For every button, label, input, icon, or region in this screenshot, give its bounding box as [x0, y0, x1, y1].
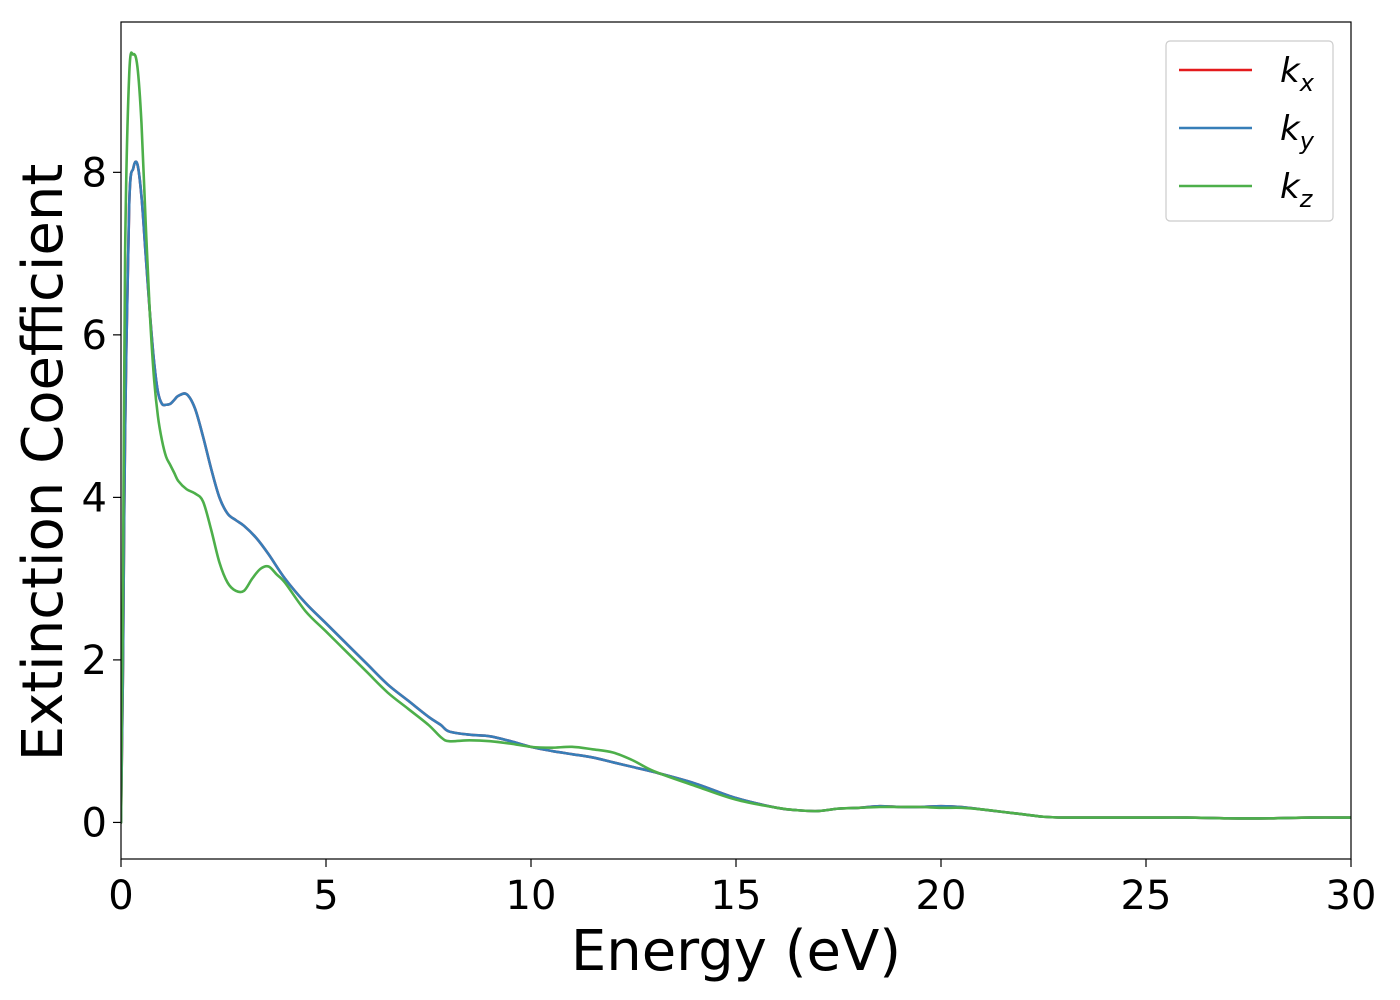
- legend-box: [1165, 40, 1334, 222]
- legend-entry-y: ky: [1179, 109, 1315, 155]
- x-tick-label: 5: [313, 873, 338, 919]
- x-axis-title: Energy (eV): [571, 919, 901, 984]
- y-axis-ticks: 0 2 4 6 8: [82, 150, 121, 846]
- y-tick-label: 4: [82, 475, 107, 521]
- legend-label-sub: x: [1299, 69, 1315, 97]
- x-axis-ticks: 0 5 10 15 20 25 30: [108, 859, 1376, 919]
- y-tick-label: 2: [82, 638, 107, 684]
- y-axis-title: Extinction Coefficient: [11, 164, 76, 762]
- x-tick-label: 10: [506, 873, 557, 919]
- legend-label-main: k: [1280, 51, 1301, 91]
- y-tick-label: 8: [82, 150, 107, 196]
- x-tick-label: 0: [108, 873, 133, 919]
- y-tick-label: 6: [82, 313, 107, 359]
- legend-label-main: k: [1280, 167, 1301, 207]
- plot-background: [121, 22, 1351, 859]
- series-line-z: [121, 51, 1351, 824]
- x-tick-label: 20: [916, 873, 967, 919]
- x-tick-label: 30: [1326, 873, 1377, 919]
- legend-label-y: ky: [1280, 109, 1315, 155]
- legend-label-main: k: [1280, 109, 1301, 149]
- legend-label-sub: z: [1299, 185, 1314, 213]
- legend-entry-x: kx: [1179, 51, 1315, 97]
- plot-area: [120, 21, 1352, 860]
- series-layer: [121, 51, 1351, 824]
- legend-label-sub: y: [1299, 127, 1315, 155]
- y-tick-label: 0: [82, 800, 107, 846]
- x-tick-label: 25: [1121, 873, 1172, 919]
- legend-label-z: kz: [1280, 167, 1314, 213]
- legend-entry-z: kz: [1179, 167, 1314, 213]
- x-tick-label: 15: [711, 873, 762, 919]
- legend-label-x: kx: [1280, 51, 1315, 97]
